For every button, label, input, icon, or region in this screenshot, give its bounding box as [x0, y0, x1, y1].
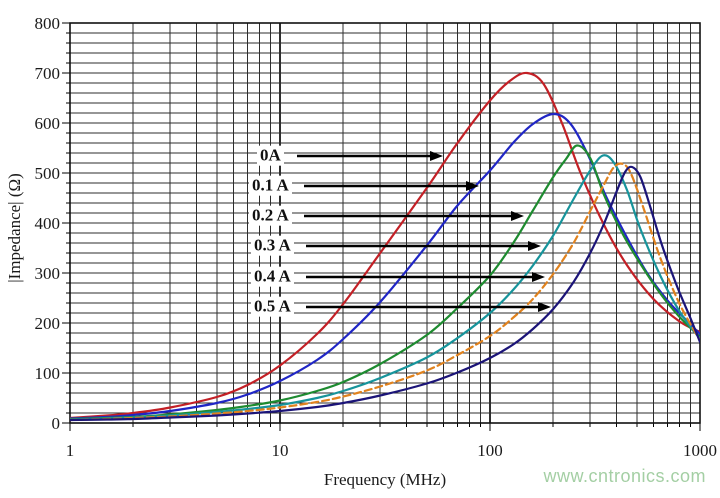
curve-series	[70, 71, 700, 422]
y-tick-500: 500	[35, 164, 61, 183]
annotation-label: 0.5 A	[251, 296, 294, 317]
curve-0.5A	[70, 165, 700, 422]
y-tick-800: 800	[35, 14, 61, 33]
y-axis-title: |Impedance| (Ω)	[5, 173, 24, 283]
y-tick-700: 700	[35, 64, 61, 83]
curve-0A	[70, 71, 700, 420]
y-axis-tick-labels: 800 700 600 500 400 300 200 100 0	[35, 14, 61, 433]
x-tick-1000: 1000	[683, 441, 717, 460]
grid-lines	[70, 23, 700, 423]
curve-0.3A	[70, 154, 700, 421]
y-tick-600: 600	[35, 114, 61, 133]
y-tick-400: 400	[35, 214, 61, 233]
y-tick-200: 200	[35, 314, 61, 333]
x-axis-tick-labels: 1 10 100 1000	[66, 441, 717, 460]
annotation-label: 0A	[257, 145, 284, 166]
annotation-label: 0.3 A	[251, 235, 294, 256]
annotation-label: 0.1 A	[249, 175, 292, 196]
x-tick-10: 10	[272, 441, 289, 460]
x-tick-100: 100	[477, 441, 503, 460]
annotation-label: 0.2 A	[249, 205, 292, 226]
curve-0.1A	[70, 112, 700, 420]
x-axis-title: Frequency (MHz)	[324, 470, 446, 489]
y-tick-100: 100	[35, 364, 61, 383]
annotation-arrows	[297, 151, 551, 312]
x-tick-1: 1	[66, 441, 75, 460]
curve-0.4A	[70, 162, 700, 422]
annotation-label: 0.4 A	[251, 266, 294, 287]
watermark-text: www.cntronics.com	[543, 466, 706, 486]
curve-0.2A	[70, 144, 700, 421]
y-tick-0: 0	[52, 414, 61, 433]
plot-frame	[69, 22, 701, 424]
y-tick-300: 300	[35, 264, 61, 283]
